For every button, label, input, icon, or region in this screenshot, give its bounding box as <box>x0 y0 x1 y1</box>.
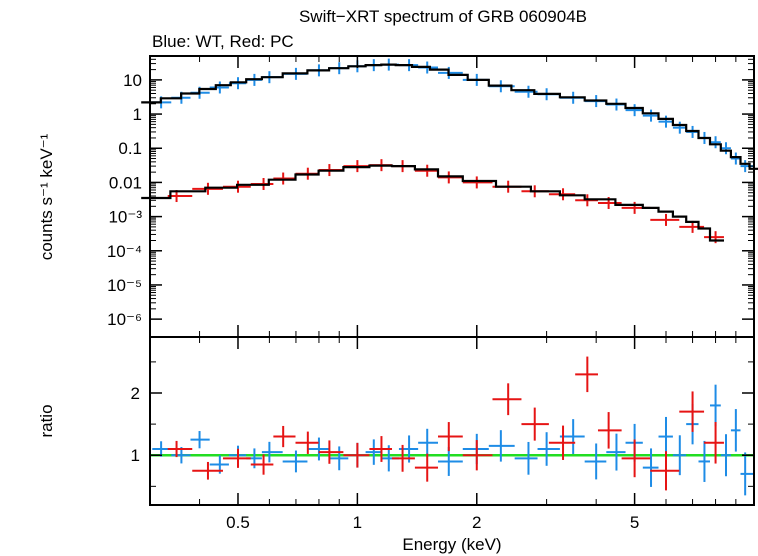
x-tick-label: 1 <box>353 513 362 532</box>
model-line <box>141 164 724 242</box>
chart-title: Swift−XRT spectrum of GRB 060904B <box>299 7 587 26</box>
spectrum-ytick-label: 10⁻⁶ <box>107 310 142 329</box>
ratio-panel-frame <box>149 336 755 506</box>
spectrum-ytick-label: 10 <box>123 71 142 90</box>
ratio-ytick-label: 1 <box>131 446 140 465</box>
spectrum-panel-frame <box>149 55 755 338</box>
model-line <box>141 63 758 170</box>
spectrum-ylabel: counts s⁻¹ keV⁻¹ <box>37 133 56 260</box>
spectrum-ytick-label: 1 <box>133 105 142 124</box>
ratio-ylabel: ratio <box>37 404 56 437</box>
spectrum-panel: 10 1 0.1 0.01 10⁻³ 10⁻⁴ 10⁻⁵ 10⁻⁶ counts s⁻¹ ke… <box>37 55 758 338</box>
x-axis-label: Energy (keV) <box>402 535 501 554</box>
ratio-series-wt <box>152 384 754 496</box>
spectrum-ytick-label: 0.01 <box>109 173 142 192</box>
ratio-panel: 0.5 1 2 5 1 2 ratio Energy (keV) <box>37 56 755 554</box>
ratio-ytick-label: 2 <box>131 384 140 403</box>
spectrum-ytick-label: 10⁻³ <box>108 208 142 227</box>
spectrum-ytick-label: 10⁻⁵ <box>107 276 142 295</box>
x-tick-label: 5 <box>630 513 639 532</box>
x-tick-label: 2 <box>472 513 481 532</box>
ratio-series-pc <box>167 356 724 491</box>
spectrum-ytick-label: 0.1 <box>118 139 142 158</box>
spectrum-ytick-label: 10⁻⁴ <box>107 242 142 261</box>
x-tick-label: 0.5 <box>226 513 250 532</box>
chart-subtitle: Blue: WT, Red: PC <box>152 32 294 51</box>
spectrum-series-pc <box>167 159 724 244</box>
